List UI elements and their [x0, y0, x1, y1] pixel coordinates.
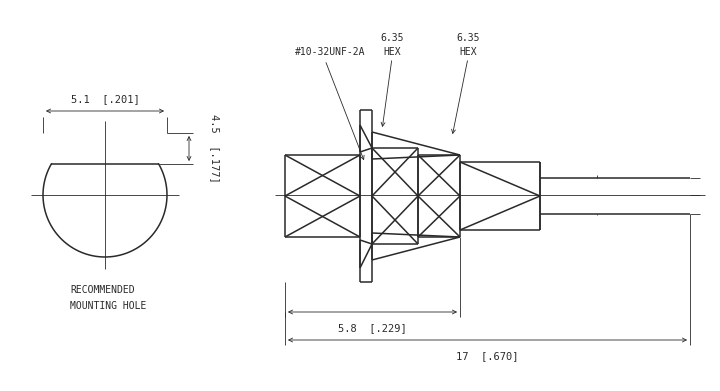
Text: 6.35: 6.35 — [380, 33, 404, 43]
Text: MOUNTING HOLE: MOUNTING HOLE — [70, 301, 146, 311]
Text: 6.35: 6.35 — [456, 33, 480, 43]
Text: RECOMMENDED: RECOMMENDED — [70, 285, 135, 295]
Text: #10-32UNF-2A: #10-32UNF-2A — [295, 47, 366, 57]
Text: HEX: HEX — [459, 47, 477, 57]
Text: 4.5  [.177]: 4.5 [.177] — [210, 114, 220, 183]
Text: HEX: HEX — [383, 47, 401, 57]
Text: 17  [.670]: 17 [.670] — [456, 351, 518, 361]
Text: 5.8  [.229]: 5.8 [.229] — [338, 323, 407, 333]
Text: 5.1  [.201]: 5.1 [.201] — [71, 94, 140, 104]
